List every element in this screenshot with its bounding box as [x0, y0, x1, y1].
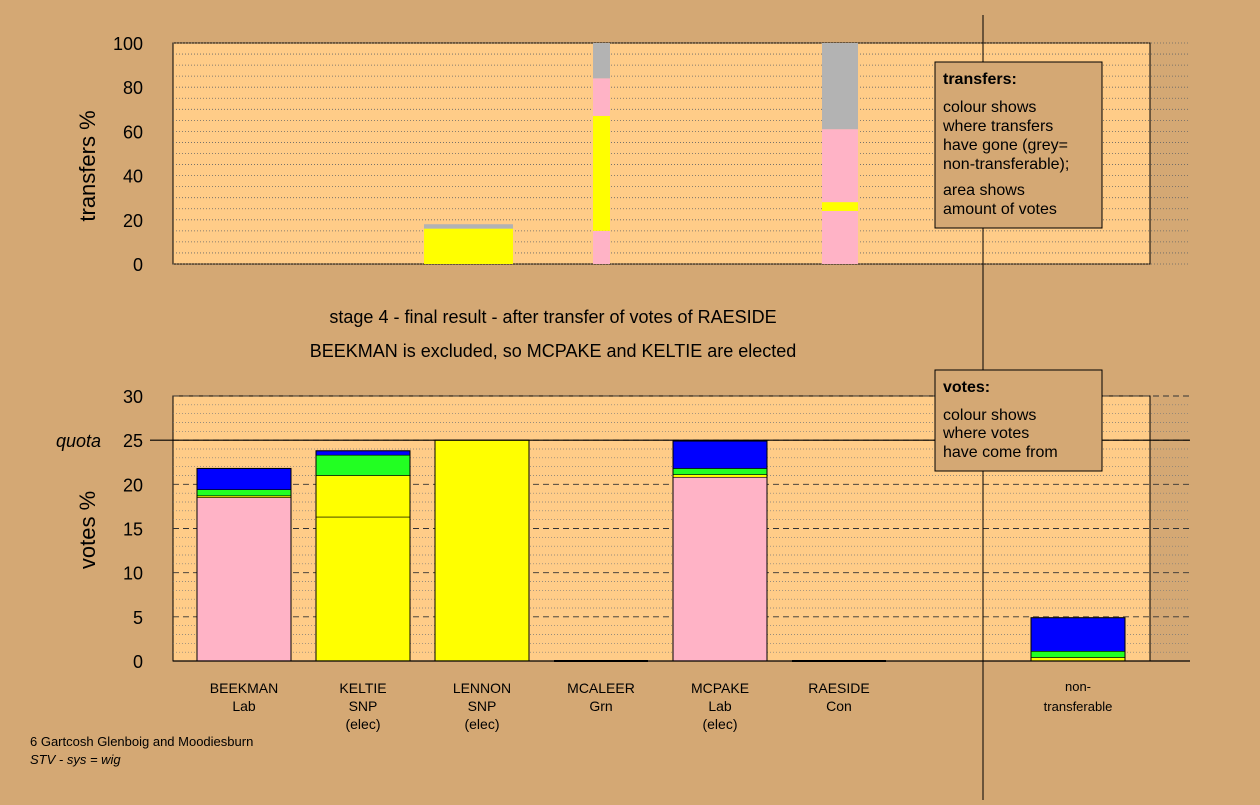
transfer-segment	[593, 115, 610, 231]
votes-tick-label: 25	[123, 431, 143, 451]
vote-segment	[1030, 650, 1126, 658]
candidate-party-label: Grn	[589, 698, 612, 714]
nontransferable-label: transferable	[1044, 699, 1113, 714]
candidate-note-label: (elec)	[464, 716, 499, 732]
transfers-tick-label: 40	[123, 167, 143, 187]
votes-tick-label: 30	[123, 387, 143, 407]
legend-transfers-line: colour shows	[943, 99, 1036, 116]
transfer-segment	[822, 43, 858, 130]
legend-votes-line: colour shows	[943, 407, 1036, 424]
legend-transfers-title: transfers:	[943, 71, 1017, 88]
legend-votes-line: have come from	[943, 444, 1058, 461]
vote-segment	[196, 497, 292, 662]
transfer-segment	[593, 230, 610, 264]
legend-votes: votes: colour shows where votes have com…	[934, 369, 1103, 472]
vote-segment	[315, 475, 411, 518]
vote-segment	[315, 516, 411, 662]
votes-tick-label: 5	[133, 608, 143, 628]
transfers-tick-label: 100	[113, 34, 143, 54]
vote-segment	[196, 489, 292, 497]
footer-system: STV - sys = wig	[30, 752, 121, 767]
vote-segment	[1030, 617, 1126, 652]
vote-segment	[315, 450, 411, 456]
transfer-segment	[424, 224, 513, 229]
legend-transfers-line: where transfers	[942, 118, 1053, 135]
votes-tick-label: 0	[133, 652, 143, 672]
quota-label: quota	[56, 431, 101, 451]
transfers-tick-label: 80	[123, 78, 143, 98]
transfers-tick-label: 60	[123, 122, 143, 142]
legend-transfers-line: have gone (grey=	[943, 137, 1068, 154]
vote-segment	[672, 474, 768, 478]
candidate-party-label: SNP	[349, 698, 378, 714]
candidate-name-label: KELTIE	[339, 680, 386, 696]
candidate-party-label: SNP	[468, 698, 497, 714]
transfer-segment	[822, 210, 858, 264]
candidate-name-label: MCPAKE	[691, 680, 749, 696]
vote-segment	[315, 454, 411, 476]
legend-transfers: transfers: colour shows where transfers …	[934, 61, 1103, 229]
candidate-note-label: (elec)	[702, 716, 737, 732]
vote-segment	[672, 468, 768, 475]
nontransferable-label: non-	[1065, 679, 1091, 694]
votes-tick-label: 20	[123, 475, 143, 495]
legend-votes-line: where votes	[942, 425, 1029, 442]
vote-segment	[672, 440, 768, 469]
candidate-name-label: MCALEER	[567, 680, 635, 696]
stage-subtitle: BEEKMAN is excluded, so MCPAKE and KELTI…	[310, 341, 797, 361]
candidate-name-label: RAESIDE	[808, 680, 869, 696]
votes-tick-label: 15	[123, 520, 143, 540]
footer-ward: 6 Gartcosh Glenboig and Moodiesburn	[30, 734, 253, 749]
legend-transfers-line: non-transferable);	[943, 156, 1069, 173]
transfer-segment	[822, 129, 858, 203]
transfer-segment	[424, 228, 513, 264]
votes-tick-label: 10	[123, 564, 143, 584]
legend-transfers-line: amount of votes	[943, 201, 1057, 218]
transfers-axis-label: transfers %	[75, 110, 100, 221]
transfer-segment	[822, 202, 858, 211]
candidate-name-label: LENNON	[453, 680, 511, 696]
vote-segment	[672, 476, 768, 662]
transfer-segment	[593, 78, 610, 116]
stage-title: stage 4 - final result - after transfer …	[329, 307, 776, 327]
candidate-party-label: Lab	[708, 698, 732, 714]
candidate-name-label: BEEKMAN	[210, 680, 278, 696]
legend-votes-title: votes:	[943, 379, 990, 396]
transfer-segment	[593, 43, 610, 79]
transfers-tick-label: 0	[133, 255, 143, 275]
legend-transfers-line: area shows	[943, 182, 1025, 199]
votes-axis-label: votes %	[75, 491, 100, 569]
transfers-tick-label: 20	[123, 211, 143, 231]
candidate-party-label: Con	[826, 698, 852, 714]
candidate-note-label: (elec)	[345, 716, 380, 732]
candidate-party-label: Lab	[232, 698, 256, 714]
vote-segment	[196, 468, 292, 490]
vote-segment	[434, 439, 530, 662]
